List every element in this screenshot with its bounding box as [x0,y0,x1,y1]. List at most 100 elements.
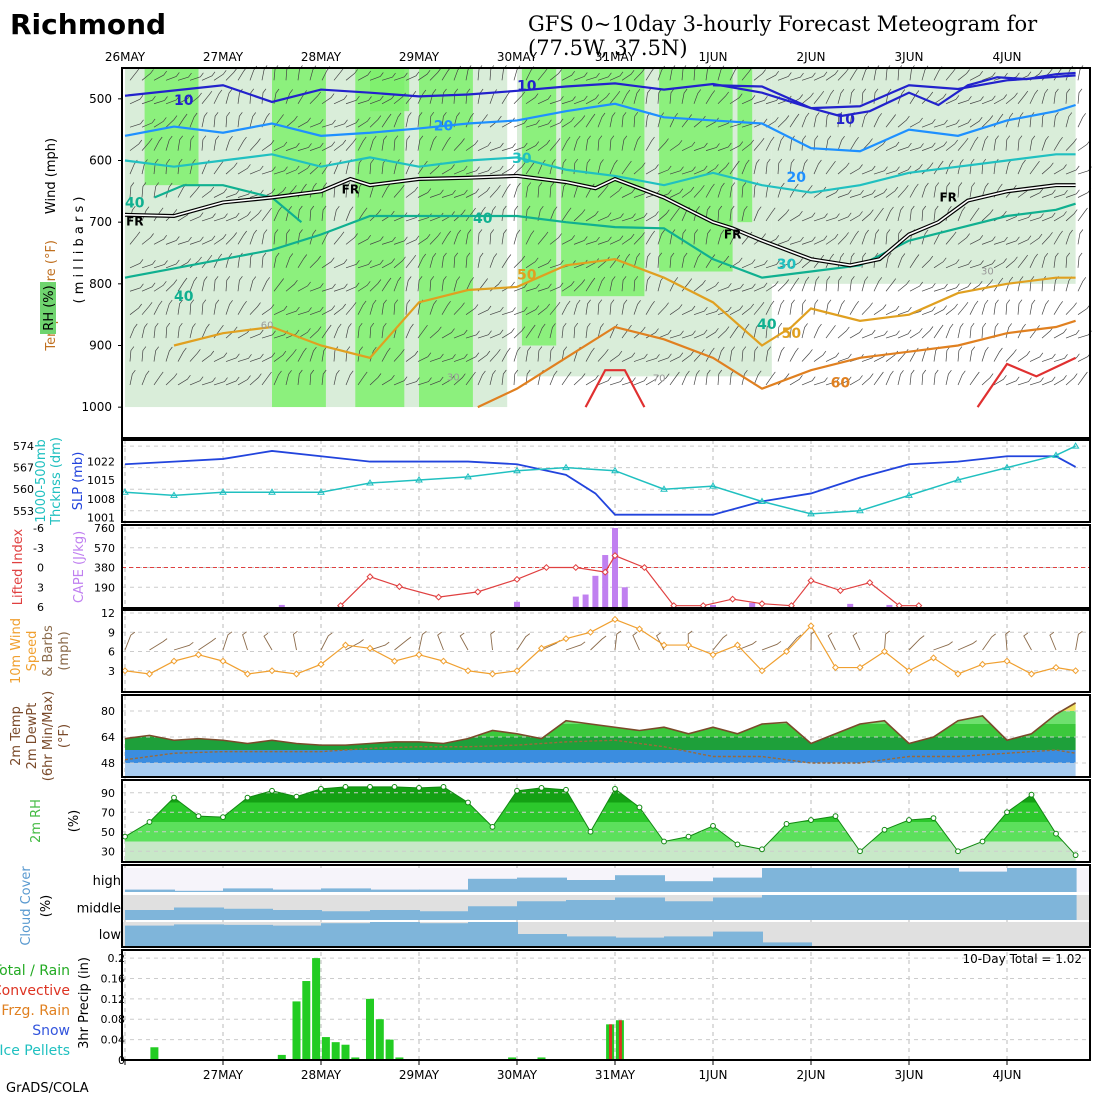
wind-barb [1041,252,1049,268]
thickness-marker [807,509,815,517]
wind-barb [417,135,424,151]
rh-marker [881,826,888,833]
wind-barb [129,94,144,105]
wind-barb [897,370,904,386]
wind-barb [141,323,148,339]
lifted-index-marker [366,573,374,581]
wind-speed-marker [366,644,374,652]
rh-marker [906,817,912,823]
isotherm-label: FR [939,190,956,204]
wind-speed-marker [660,641,668,649]
wind-barb [825,377,840,386]
wind-barb [213,377,228,386]
wind-barb [249,165,264,175]
wind-barb [537,94,552,105]
wind-barb [873,166,888,175]
wind-barb [669,65,676,81]
wind-barb [861,229,869,245]
wind-barb [885,186,899,198]
wind-barb [789,72,804,81]
wind-barb [789,158,795,175]
wind-barb [777,209,790,222]
wind-barb [249,329,264,339]
wind-barb [165,72,180,81]
wind-barb [141,346,147,362]
wind-barb [825,89,835,104]
wind-barb [285,142,300,151]
wind-barb [429,353,444,362]
temperature-band [125,750,1076,763]
wind-speed-marker [954,670,962,678]
wind-barb [645,300,655,315]
precip-bar [277,1054,286,1060]
wind-barb [465,166,480,175]
wind-barb [957,323,964,339]
wind-barb [189,276,198,292]
slp-axis-label: SLP (mb) [71,452,86,511]
thickness-line [124,445,1076,515]
wind-barb [753,282,768,292]
wind-barb [357,136,367,151]
wind-barb [201,71,216,81]
wind-barb [909,143,924,151]
temperature-band [125,711,1076,724]
wind-barb [777,236,792,245]
thickness-marker [1003,463,1011,471]
surface-wind-barb [957,640,977,651]
rh-marker [195,813,202,820]
temperature-band [125,702,1076,711]
wind-barb [441,328,455,339]
precip-bar [375,1019,384,1060]
wind-barb [333,323,342,339]
wind-barb [189,92,202,105]
wind-barb [297,281,311,292]
lifted-index-tick-label: -3 [33,542,44,555]
wind-barb [261,112,270,128]
wind-barb [813,299,819,315]
wind-barb [885,114,896,128]
wind-barb [909,65,915,81]
rh-marker [220,814,226,821]
wind-barb [885,88,892,104]
wind-barb [597,72,612,81]
wind-barb [297,117,311,128]
wind-barb [213,233,227,245]
rh-marker [244,794,251,801]
wind-barb [273,252,280,268]
surface-wind-barb [810,630,816,651]
wind-barb [873,113,882,128]
wind-barb [741,346,747,362]
wind-barb [813,135,819,151]
wind-barb [729,283,744,292]
wind-barb [501,143,516,151]
wind-barb [453,329,468,339]
wind-barb [537,67,549,81]
precip-legend-2: Frzg. Rain [1,1003,70,1019]
wind-barb [1005,349,1017,362]
wind-barb [585,236,600,245]
surface-wind-barb [418,631,427,651]
cape-bar [710,604,716,607]
cloud-high-bar [566,880,616,892]
surface-wind-barb [614,630,622,651]
wind-barb [525,369,531,386]
wind-barb [1005,112,1014,128]
rh-line [124,786,1076,856]
wind-barb [381,258,395,269]
wind-speed-tick-label: 12 [101,607,115,620]
wind-barb [165,373,178,386]
surface-wind-barbs [124,630,1083,651]
wind-barb [621,112,627,128]
wind-barb [261,252,267,268]
wind-barb [741,182,747,198]
wind-barb [309,118,324,128]
rh-marker [955,848,961,855]
wind-barb [465,65,472,81]
wind-barb [609,235,624,245]
temperature-axis-label-2: (6hr Min/Max) [41,691,56,781]
wind-speed-marker [1052,664,1060,672]
wind-barb [1041,189,1056,198]
cloud-low-bar [615,937,665,946]
wind-barb [477,229,483,245]
wind-barb [489,142,504,151]
